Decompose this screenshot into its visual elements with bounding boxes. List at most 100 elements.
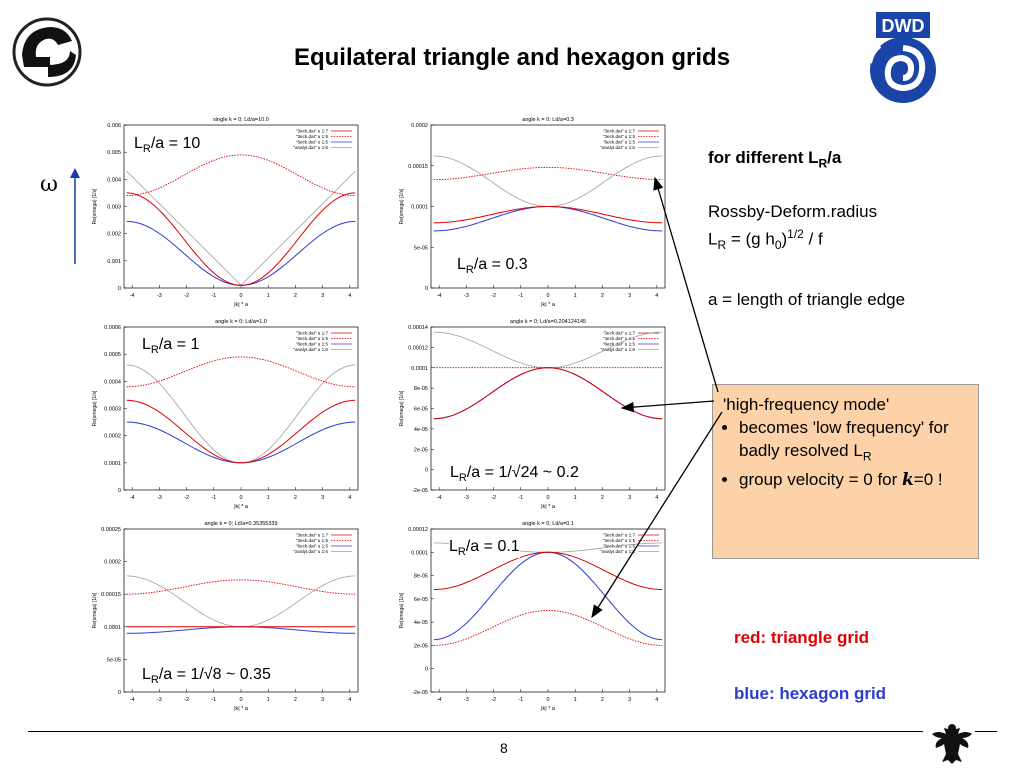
y-tick-label: 0.00012 [408,527,428,533]
y-tick-label: 0.00015 [408,164,428,170]
x-tick-label: 0 [546,697,549,703]
y-tick-label: 8e-05 [414,574,428,580]
x-axis-label: |k| * a [234,706,249,712]
plot-5-chart: angle k = 0; Ld/a=0.35355339 -4 -3 -2 -1 0 1 2 3… [92,521,359,712]
x-tick-label: 0 [546,293,549,299]
legend-entry: "3eck.dat" u 1:7 [603,129,636,134]
x-tick-label: -4 [437,697,442,703]
x-tick-label: 3 [628,697,631,703]
y-tick-label: 0.00012 [408,345,428,351]
legend-entry: "6eck.dat" u 1:5 [603,140,636,145]
legend-entry: "analyt.dat" u 1:6 [600,145,635,150]
x-tick-label: -1 [518,293,523,299]
y-tick-label: 0.0001 [411,205,428,211]
legend-entry: "3eck.dat" u 1:5 [296,134,329,139]
x-tick-label: -1 [518,697,523,703]
high-frequency-mode-box: 'high-frequency mode' becomes 'low frequ… [712,384,979,559]
x-tick-label: 2 [294,293,297,299]
page-number: 8 [500,740,508,756]
plot-3: angle k = 0; Ld/a=1.0 -4 -3 -2 -1 0 1 2 3 4 |k| * … [88,314,364,517]
x-tick-label: -4 [130,293,135,299]
x-tick-label: -2 [184,495,189,501]
series-triangle-hf [126,154,356,197]
legend-hexagon-grid: blue: hexagon grid [734,684,887,703]
plot-3-chart: angle k = 0; Ld/a=1.0 -4 -3 -2 -1 0 1 2 3 4 |k| * … [92,319,359,510]
x-tick-label: 3 [321,697,324,703]
y-tick-label: 0 [118,286,121,292]
rossby-definition: Rossby-Deform.radius LR = (g h0)1/2 / f [708,200,877,257]
y-tick-label: 2e-05 [414,447,428,453]
x-tick-label: 4 [348,293,351,299]
x-tick-label: 0 [546,495,549,501]
y-tick-label: 0 [425,667,428,673]
omega-symbol: ω [40,172,58,197]
x-tick-label: 4 [348,495,351,501]
y-tick-label: 0 [425,286,428,292]
series-triangle [126,399,356,464]
series-triangle [126,192,356,286]
y-tick-label: 0 [425,468,428,474]
plot-1-chart: single k = 0; Ld/a=10.0 -4 -3 -2 -1 0 1 2 3 4 |k| … [92,117,359,308]
y-tick-label: 0.00014 [408,325,428,331]
y-tick-label: 0 [118,488,121,494]
legend-entry: "6eck.dat" u 1:5 [296,140,329,145]
y-axis-label: Re(omega) [1/s] [92,390,98,426]
legend-entry: "3eck.dat" u 1:5 [603,336,636,341]
x-tick-label: 3 [321,495,324,501]
legend-triangle-grid: red: triangle grid [734,628,870,647]
x-axis-label: |k| * a [541,504,556,510]
plot-title: single k = 0; Ld/a=10.0 [213,117,269,123]
legend-entry: "analyt.dat" u 1:6 [293,549,328,554]
x-tick-label: 1 [267,495,270,501]
x-tick-label: 2 [601,495,604,501]
y-tick-label: 4e-05 [414,427,428,433]
legend-entry: "analyt.dat" u 1:6 [600,347,635,352]
x-tick-label: -3 [157,293,162,299]
x-tick-label: 2 [601,697,604,703]
series-triangle-hf [433,166,663,181]
y-tick-label: 4e-05 [414,620,428,626]
x-tick-label: 3 [628,495,631,501]
y-tick-label: 0.0004 [104,379,121,385]
arrow-to-plot-4 [620,400,715,413]
institute-logo [12,17,82,87]
y-axis-label: Re(omega) [1/s] [399,592,405,628]
plot-1-label: LR/a = 10 [134,135,201,156]
y-tick-label: 0.0002 [104,434,121,440]
x-tick-label: -3 [464,697,469,703]
box-bullet-2: group velocity = 0 for k=0 ! [739,468,968,492]
y-tick-label: 0.001 [107,259,121,265]
plot-4-chart: angle k = 0; Ld/a=0.204124145 -4 -3 -2 -1 0 1 2… [399,319,666,510]
x-tick-label: 1 [574,495,577,501]
footer-divider-right [975,731,997,732]
legend-entry: "3eck.dat" u 1:5 [296,336,329,341]
x-tick-label: -3 [157,697,162,703]
x-tick-label: -4 [130,697,135,703]
legend-entry: "3eck.dat" u 1:7 [603,331,636,336]
legend-entry: "3eck.dat" u 1:5 [603,538,636,543]
y-tick-label: 0 [118,690,121,696]
x-tick-label: -2 [491,495,496,501]
x-tick-label: -1 [211,697,216,703]
legend-entry: "analyt.dat" u 1:6 [600,549,635,554]
series-triangle [433,206,663,224]
legend-entry: "3eck.dat" u 1:5 [603,134,636,139]
y-tick-label: 2e-05 [414,643,428,649]
legend-entry: "6eck.dat" u 1:5 [296,544,329,549]
plot-title: angle k = 0; Ld/a=1.0 [215,319,267,325]
y-tick-label: 0.00015 [101,592,121,598]
y-tick-label: 0.0001 [104,461,121,467]
dwd-logo-text: DWD [882,16,925,36]
x-tick-label: -3 [464,293,469,299]
x-tick-label: 0 [239,293,242,299]
x-tick-label: -1 [211,293,216,299]
y-tick-label: 0.0003 [104,407,121,413]
x-tick-label: 1 [574,697,577,703]
footer-divider [28,731,923,732]
rossby-line-1: Rossby-Deform.radius [708,202,878,221]
y-axis-label: Re(omega) [1/s] [399,390,405,426]
x-tick-label: -2 [184,293,189,299]
x-tick-label: 2 [601,293,604,299]
plot-2-label: LR/a = 0.3 [457,256,528,277]
